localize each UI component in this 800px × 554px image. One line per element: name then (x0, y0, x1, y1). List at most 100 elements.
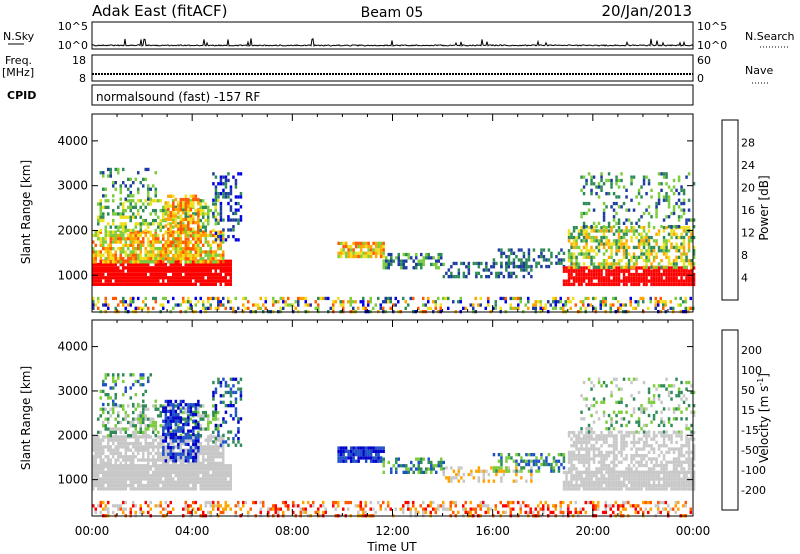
echo-cell (427, 300, 430, 304)
echo-cell (595, 276, 598, 280)
echo-cell (122, 296, 125, 301)
echo-cell (570, 477, 573, 481)
echo-cell (199, 262, 202, 267)
echo-cell (177, 243, 180, 247)
echo-cell (162, 487, 165, 491)
echo-cell (154, 276, 157, 280)
echo-cell (184, 483, 187, 488)
echo-cell (154, 467, 157, 471)
echo-cell (127, 243, 130, 247)
echo-cell (194, 194, 198, 198)
echo-cell (527, 271, 531, 275)
echo-cell (97, 448, 100, 452)
echo-cell (202, 230, 205, 234)
echo-cell (109, 230, 112, 234)
echo-cell (620, 235, 623, 240)
echo-cell (587, 282, 591, 287)
echo-cell (122, 393, 125, 397)
echo-cell (107, 417, 110, 421)
echo-cell (212, 413, 215, 418)
echo-cell (194, 461, 197, 465)
echo-cell (127, 282, 130, 286)
echo-cell (237, 218, 240, 222)
echo-cell (112, 407, 115, 411)
echo-cell (580, 474, 583, 478)
echo-cell (202, 427, 205, 431)
echo-cell (575, 245, 578, 250)
echo-cell (134, 225, 137, 229)
echo-cell (102, 237, 105, 241)
echo-cell (505, 268, 508, 272)
echo-cell (675, 255, 678, 259)
echo-cell (112, 379, 115, 384)
echo-cell (182, 201, 185, 205)
echo-cell (367, 251, 370, 255)
echo-cell (597, 269, 601, 273)
echo-cell (632, 262, 636, 266)
echo-cell (109, 279, 112, 283)
echo-cell (642, 226, 646, 230)
echo-cell (102, 448, 105, 452)
echo-cell (124, 435, 127, 439)
echo-cell (219, 266, 222, 270)
echo-cell (642, 182, 646, 186)
echo-cell (144, 445, 147, 449)
echo-cell (692, 266, 696, 270)
echo-cell (679, 296, 682, 301)
echo-cell (655, 239, 658, 243)
echo-cell (317, 303, 320, 307)
echo-cell (575, 269, 578, 273)
echo-cell (182, 266, 185, 270)
echo-cell (94, 483, 97, 488)
echo-cell (585, 239, 588, 243)
echo-cell (417, 460, 420, 465)
echo-cell (214, 404, 218, 408)
echo-cell (605, 235, 608, 240)
echo-cell (154, 279, 157, 283)
echo-cell (132, 430, 135, 434)
echo-cell (229, 483, 232, 488)
echo-cell (440, 252, 443, 257)
echo-cell (162, 296, 165, 301)
echo-cell (177, 230, 180, 235)
echo-cell (504, 300, 507, 304)
echo-cell (144, 427, 147, 431)
echo-cell (204, 253, 207, 257)
echo-cell (214, 441, 217, 446)
echo-cell (622, 255, 626, 259)
echo-cell (204, 282, 207, 286)
echo-cell (402, 464, 405, 468)
echo-cell (144, 389, 147, 393)
echo-cell (184, 480, 187, 484)
echo-cell (114, 474, 117, 478)
echo-cell (127, 434, 130, 438)
echo-cell (234, 407, 238, 411)
echo-cell (184, 420, 187, 425)
echo-cell (447, 476, 451, 480)
echo-cell (184, 474, 187, 478)
echo-cell (144, 247, 147, 251)
echo-cell (97, 253, 100, 257)
echo-cell (602, 300, 605, 304)
echo-cell (217, 218, 220, 223)
echo-cell (97, 474, 100, 478)
echo-cell (92, 240, 95, 244)
echo-cell (635, 484, 638, 488)
echo-cell (440, 262, 443, 267)
echo-cell (585, 229, 588, 233)
echo-cell (607, 474, 611, 478)
echo-cell (172, 477, 175, 481)
echo-cell (162, 439, 165, 443)
echo-cell (227, 266, 230, 270)
echo-cell (479, 303, 482, 307)
echo-cell (167, 300, 170, 304)
echo-cell (577, 265, 581, 269)
echo-cell (272, 303, 275, 307)
echo-cell (197, 230, 200, 235)
echo-cell (214, 455, 217, 459)
echo-cell (612, 296, 615, 301)
echo-cell (149, 477, 152, 481)
echo-cell (562, 303, 565, 307)
echo-cell (129, 296, 132, 301)
echo-cell (690, 265, 693, 269)
